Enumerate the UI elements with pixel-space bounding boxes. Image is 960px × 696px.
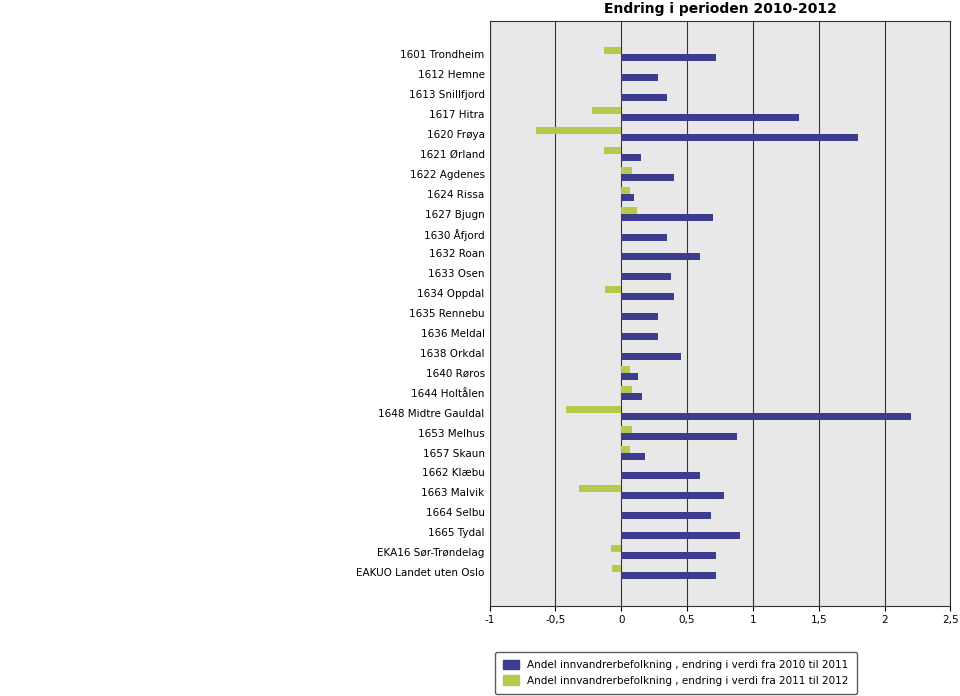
Bar xyxy=(621,293,674,300)
Bar xyxy=(621,94,667,101)
Bar xyxy=(621,154,641,161)
Bar xyxy=(604,147,621,154)
Bar xyxy=(621,473,700,480)
Bar xyxy=(621,167,632,174)
Bar xyxy=(604,47,621,54)
Bar xyxy=(621,445,631,452)
Bar xyxy=(621,187,631,193)
Bar xyxy=(621,333,659,340)
Bar xyxy=(621,373,638,380)
Bar xyxy=(621,532,740,539)
Bar xyxy=(621,134,858,141)
Legend: Andel innvandrerbefolkning , endring i verdi fra 2010 til 2011, Andel innvandrer: Andel innvandrerbefolkning , endring i v… xyxy=(494,651,857,694)
Bar xyxy=(621,54,716,61)
Bar xyxy=(621,426,632,433)
Bar xyxy=(621,234,667,241)
Bar xyxy=(621,174,674,181)
Bar xyxy=(621,413,911,420)
Bar xyxy=(606,286,621,293)
Bar xyxy=(621,386,632,393)
Bar xyxy=(621,353,681,360)
Bar xyxy=(621,366,631,373)
Bar xyxy=(621,193,635,200)
Bar xyxy=(579,485,621,492)
Title: Endring i perioden 2010-2012: Endring i perioden 2010-2012 xyxy=(604,1,836,15)
Bar xyxy=(621,572,716,579)
Bar xyxy=(621,393,642,400)
Bar xyxy=(621,452,645,459)
Bar xyxy=(536,127,621,134)
Bar xyxy=(621,512,710,519)
Bar xyxy=(621,114,799,121)
Bar xyxy=(621,313,659,320)
Bar xyxy=(621,433,737,440)
Bar xyxy=(566,406,621,413)
Bar xyxy=(611,545,621,552)
Bar xyxy=(621,492,724,499)
Bar xyxy=(621,207,637,214)
Bar xyxy=(621,552,716,559)
Bar xyxy=(621,214,713,221)
Bar xyxy=(612,565,621,572)
Bar xyxy=(621,274,671,280)
Bar xyxy=(621,74,659,81)
Bar xyxy=(621,253,700,260)
Bar xyxy=(592,107,621,114)
